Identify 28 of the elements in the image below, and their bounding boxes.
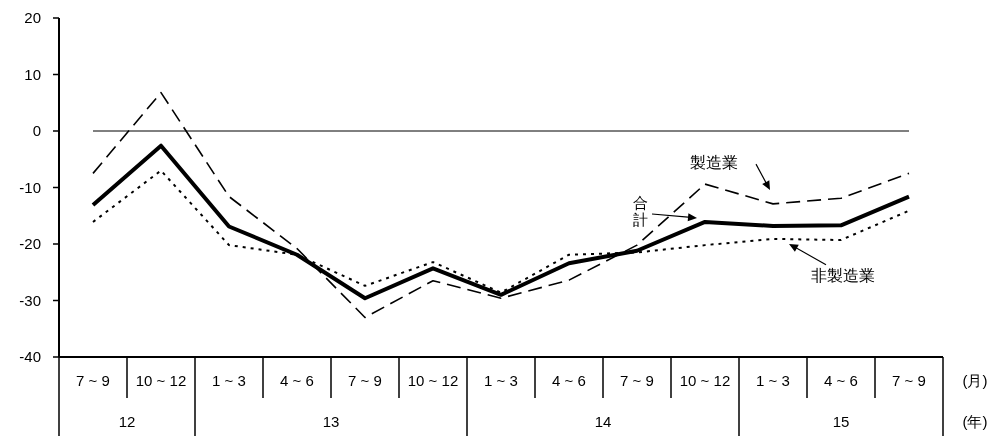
series-label: 非製造業 bbox=[811, 266, 875, 284]
text: 15 bbox=[832, 413, 850, 430]
x-tick-label: 7 ~ 9 bbox=[348, 372, 382, 389]
x-tick-label: 1 ~ 3 bbox=[212, 372, 246, 389]
text: (月) bbox=[962, 372, 988, 389]
x-tick-label: 1 ~ 3 bbox=[756, 372, 790, 389]
x-tick-label: 10 ~ 12 bbox=[679, 372, 731, 389]
x-tick-label: 7 ~ 9 bbox=[892, 372, 926, 389]
x-tick-label: 1 ~ 3 bbox=[484, 372, 518, 389]
y-tick-label: -40 bbox=[19, 348, 41, 365]
series-label: 製造業 bbox=[690, 154, 738, 172]
text: (年) bbox=[962, 413, 988, 430]
text: 14 bbox=[594, 413, 612, 430]
y-tick-label: -30 bbox=[19, 291, 41, 309]
x-tick-label: 4 ~ 6 bbox=[280, 372, 314, 389]
y-tick-label: -20 bbox=[19, 235, 41, 252]
x-tick-label: 4 ~ 6 bbox=[552, 372, 586, 389]
x-tick-label: 7 ~ 9 bbox=[620, 372, 654, 389]
y-tick-label: 20 bbox=[24, 9, 41, 26]
y-tick-label: 10 bbox=[24, 65, 41, 83]
x-tick-label: 10 ~ 12 bbox=[407, 372, 459, 389]
x-tick-label: 4 ~ 6 bbox=[824, 372, 858, 389]
y-tick-label: -10 bbox=[19, 178, 41, 196]
text: 12 bbox=[118, 413, 136, 430]
text: 13 bbox=[322, 413, 340, 430]
x-tick-label: 7 ~ 9 bbox=[76, 372, 110, 389]
x-tick-label: 10 ~ 12 bbox=[135, 372, 187, 389]
y-tick-label: 0 bbox=[32, 122, 41, 139]
